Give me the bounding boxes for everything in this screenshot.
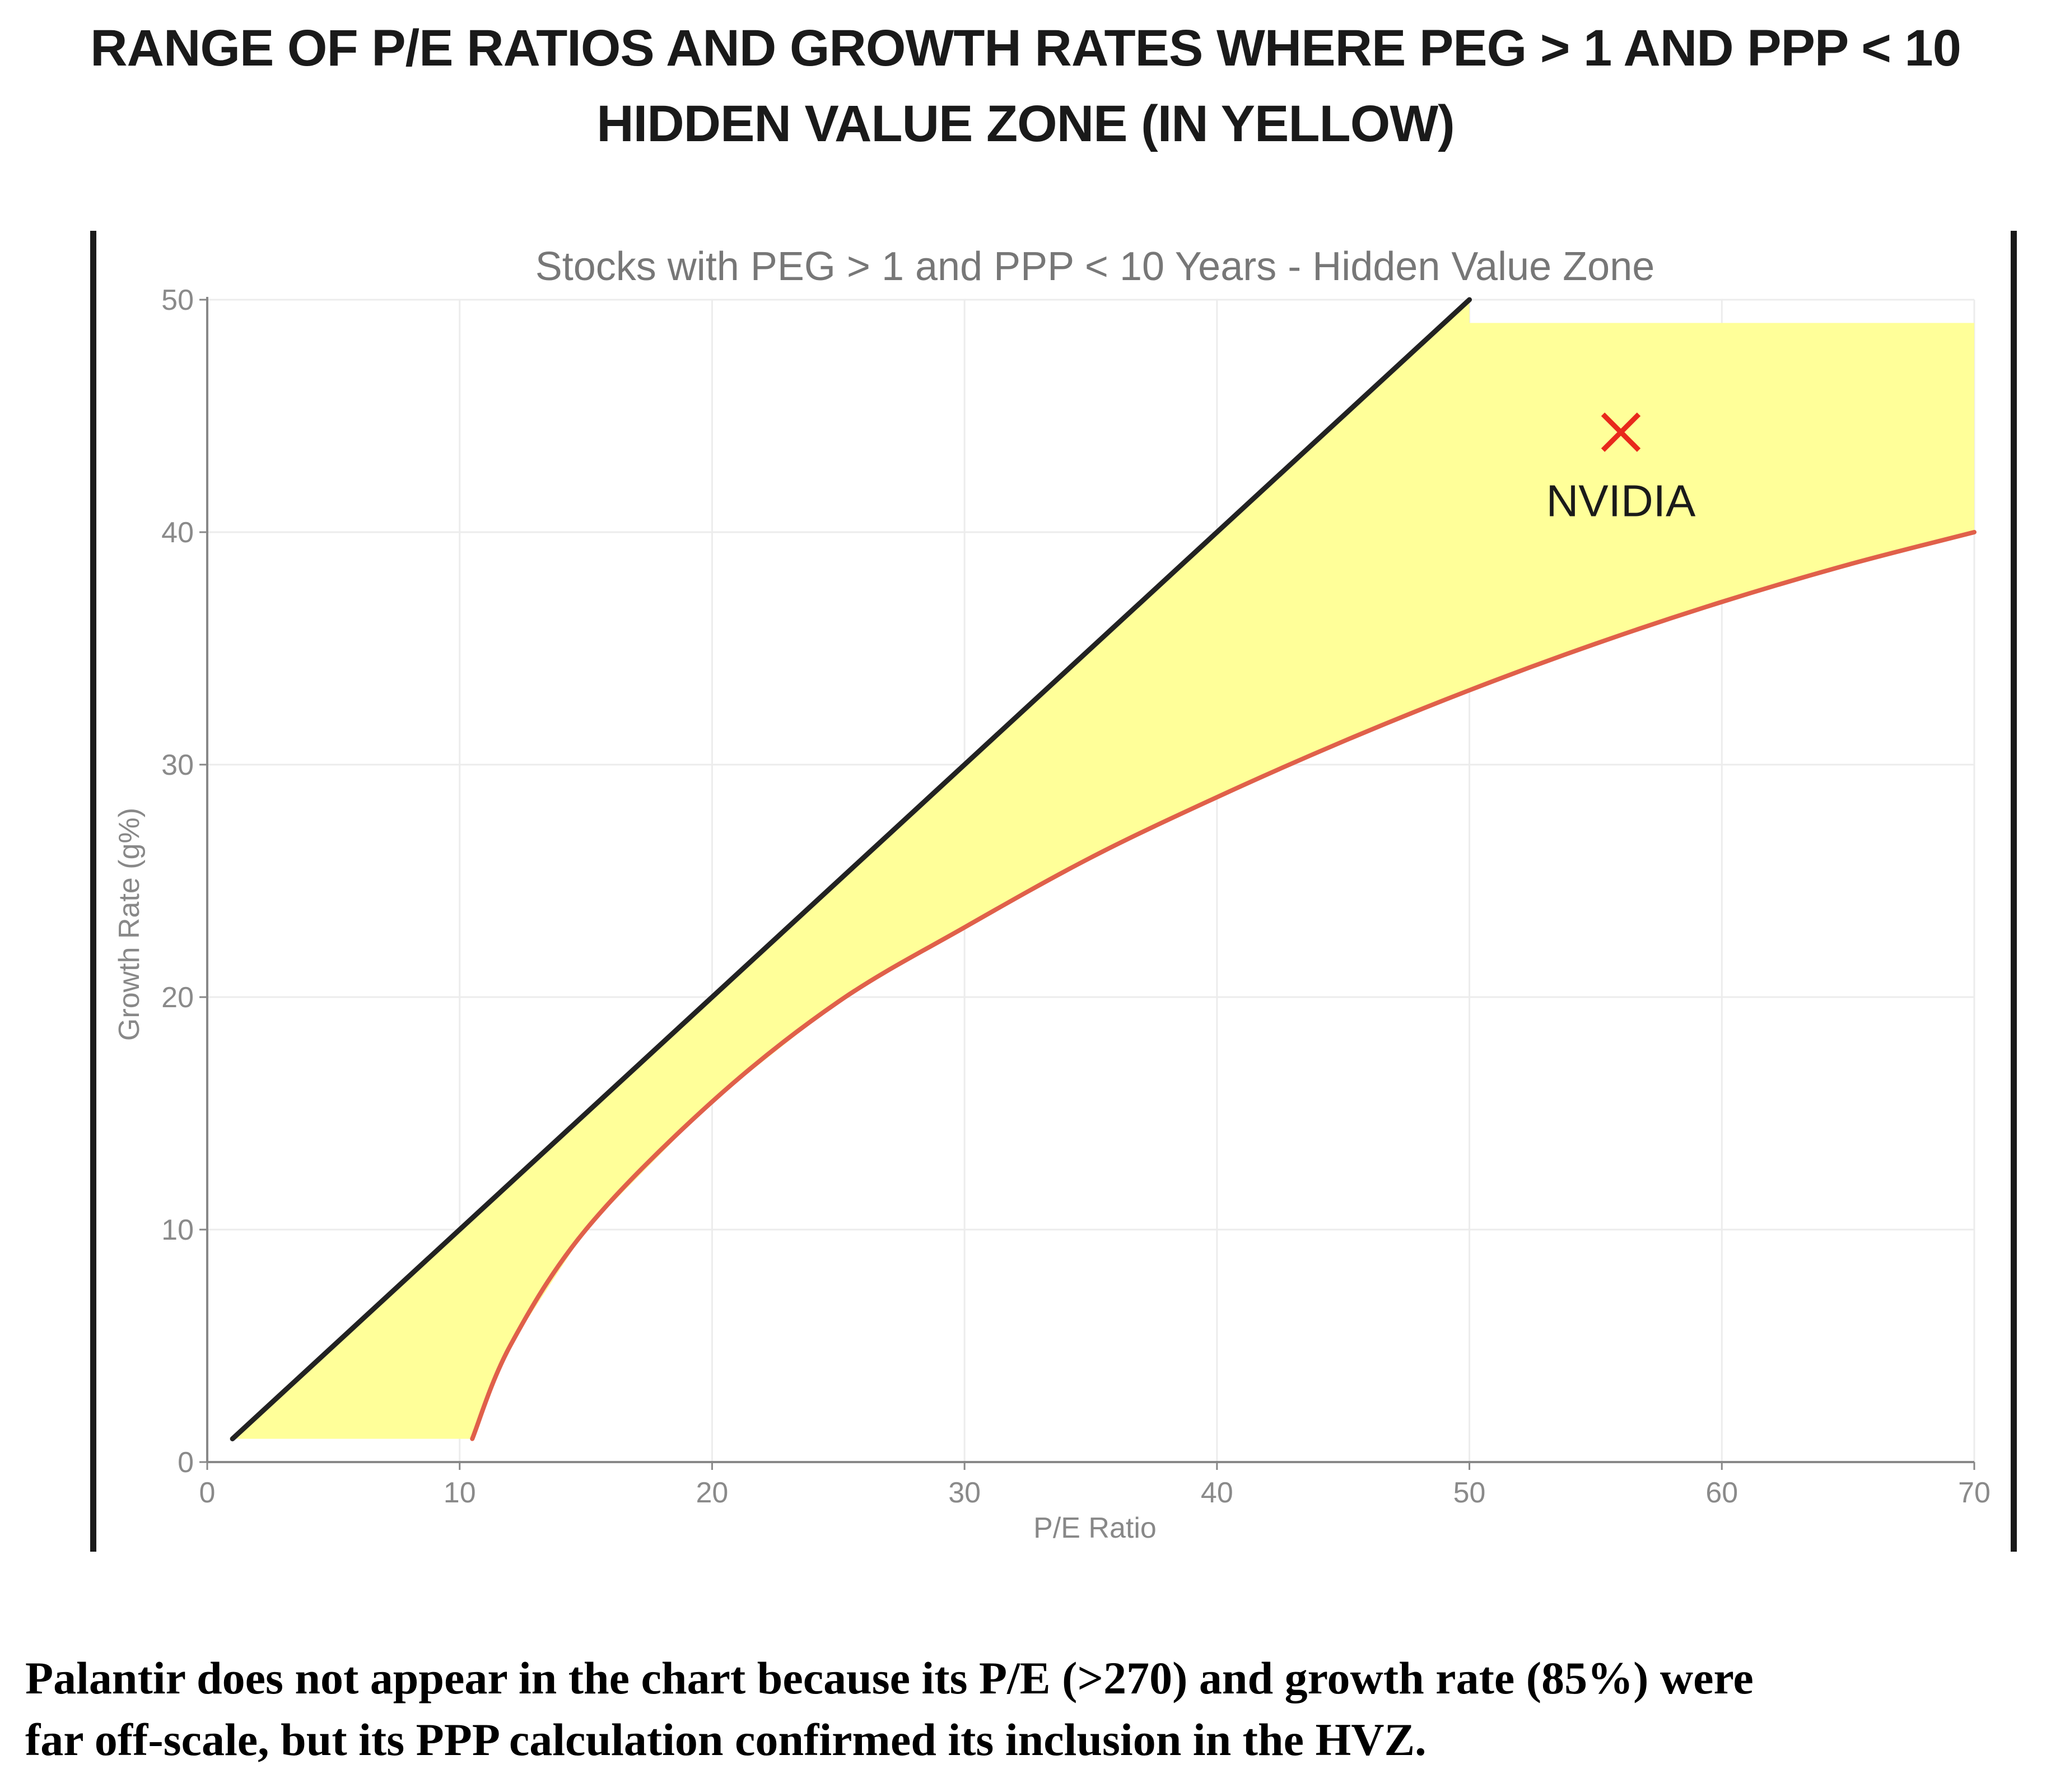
y-tick-label-0: 0 bbox=[178, 1446, 194, 1479]
y-tick-label-30: 30 bbox=[161, 749, 194, 781]
x-tick-label-70: 70 bbox=[1958, 1477, 1991, 1509]
axis-ticks: 0 10 20 30 40 50 60 70 0 10 20 30 40 50 bbox=[161, 284, 1991, 1509]
x-tick-label-50: 50 bbox=[1453, 1477, 1486, 1509]
y-tick-label-50: 50 bbox=[161, 284, 194, 316]
x-tick-label-0: 0 bbox=[199, 1477, 216, 1509]
figure-heading-line-2: HIDDEN VALUE ZONE (IN YELLOW) bbox=[596, 95, 1455, 152]
left-border-bar bbox=[90, 231, 96, 1552]
y-axis-label: Growth Rate (g%) bbox=[113, 808, 146, 1041]
hidden-value-zone bbox=[232, 300, 1974, 1439]
x-tick-label-20: 20 bbox=[696, 1477, 729, 1509]
x-tick-label-40: 40 bbox=[1201, 1477, 1233, 1509]
x-tick-label-10: 10 bbox=[444, 1477, 476, 1509]
y-tick-label-20: 20 bbox=[161, 981, 194, 1014]
y-tick-label-40: 40 bbox=[161, 516, 194, 549]
caption-line-2: far off-scale, but its PPP calculation c… bbox=[25, 1714, 1427, 1765]
axes bbox=[206, 297, 1974, 1463]
x-tick-label-60: 60 bbox=[1705, 1477, 1738, 1509]
caption-line-1: Palantir does not appear in the chart be… bbox=[25, 1653, 1754, 1703]
chart-title: Stocks with PEG > 1 and PPP < 10 Years -… bbox=[535, 244, 1655, 289]
growth-vs-pe-chart: 0 10 20 30 40 50 60 70 0 10 20 30 40 50 Stocks with P… bbox=[90, 231, 2017, 1552]
annotation-label-nvidia: NVIDIA bbox=[1546, 476, 1696, 526]
y-tick-label-10: 10 bbox=[161, 1214, 194, 1246]
x-tick-label-30: 30 bbox=[948, 1477, 981, 1509]
right-border-bar bbox=[2011, 231, 2017, 1552]
x-marker-stroke-b bbox=[1601, 412, 1641, 452]
peg-boundary-line bbox=[230, 297, 1472, 1441]
ppp-boundary-curve bbox=[470, 530, 1977, 1441]
marker-nvidia bbox=[1601, 412, 1641, 452]
annotations: NVIDIA bbox=[1546, 412, 1696, 526]
figure-heading-line-1: RANGE OF P/E RATIOS AND GROWTH RATES WHE… bbox=[90, 20, 1961, 77]
x-axis-label: P/E Ratio bbox=[1033, 1512, 1157, 1544]
